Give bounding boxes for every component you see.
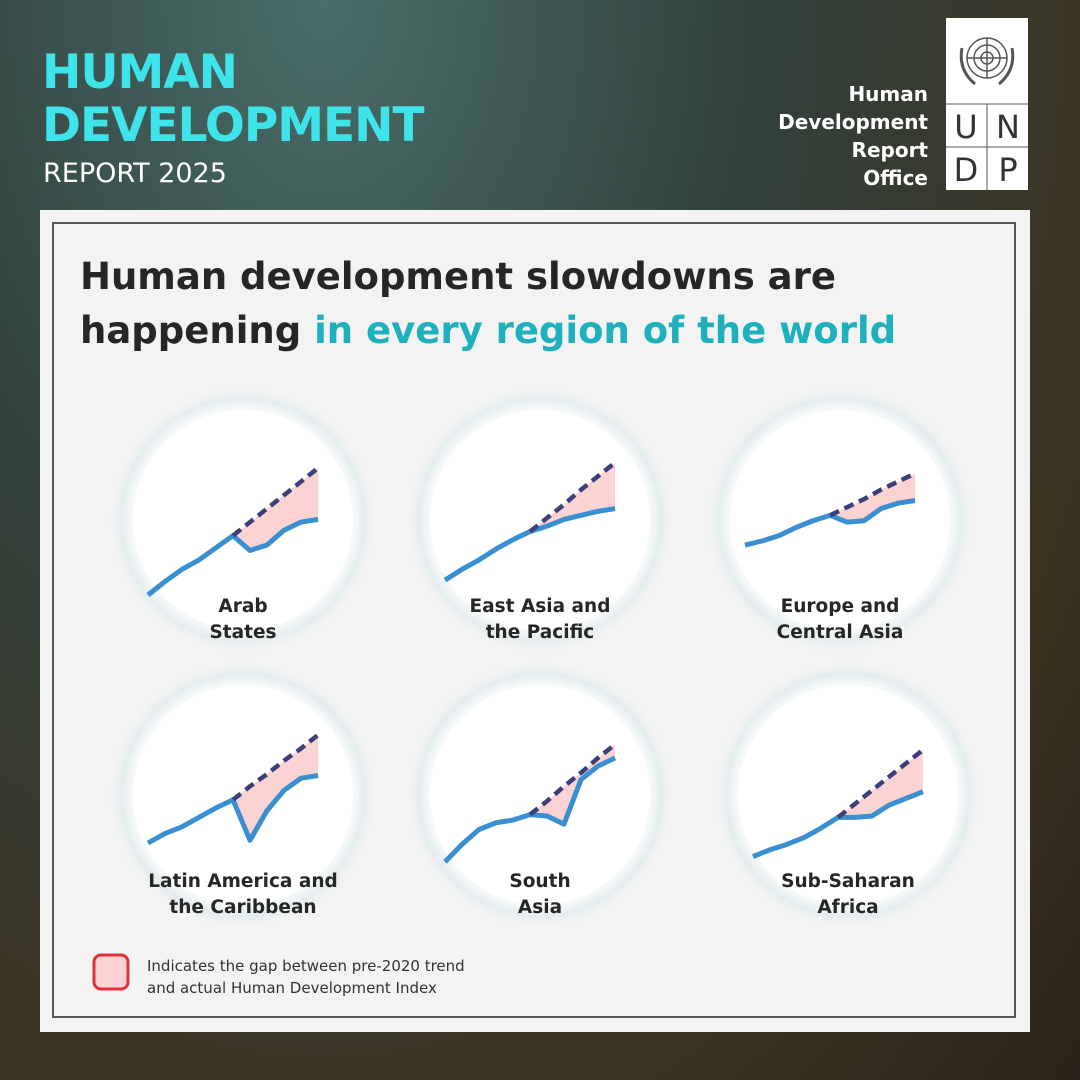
trend-line: [231, 466, 320, 538]
trend-line: [528, 460, 617, 534]
region-label: East Asia and the Pacific: [469, 596, 611, 643]
trend-line: [836, 748, 925, 820]
trend-line: [231, 733, 320, 802]
gap-area: [233, 468, 318, 551]
trend-line: [528, 742, 617, 817]
region-label: South Asia: [509, 871, 571, 918]
legend-text: Indicates the gap between pre-2020 trend…: [147, 957, 465, 997]
region-label: Latin America and the Caribbean: [148, 871, 338, 918]
region-label: Sub-Saharan Africa: [781, 871, 915, 918]
card-border: [52, 222, 1016, 1018]
office-name: Human Development Report Office: [778, 82, 928, 190]
headline: Human development slowdowns are happenin…: [80, 250, 1020, 358]
chart-circle: [430, 410, 650, 630]
chart-circle: [430, 685, 650, 905]
chart-circle: [133, 410, 353, 630]
region-label: Europe and Central Asia: [776, 596, 904, 643]
gap-area: [233, 735, 318, 841]
report-title: HUMAN DEVELOPMENT: [42, 45, 425, 153]
headline-highlight: in every region of the world: [314, 309, 897, 352]
chart-circle: [738, 685, 958, 905]
region-label: Arab States: [209, 596, 277, 643]
report-subtitle: REPORT 2025: [43, 158, 227, 189]
headline-text: Human development slowdowns are happenin…: [80, 255, 836, 352]
